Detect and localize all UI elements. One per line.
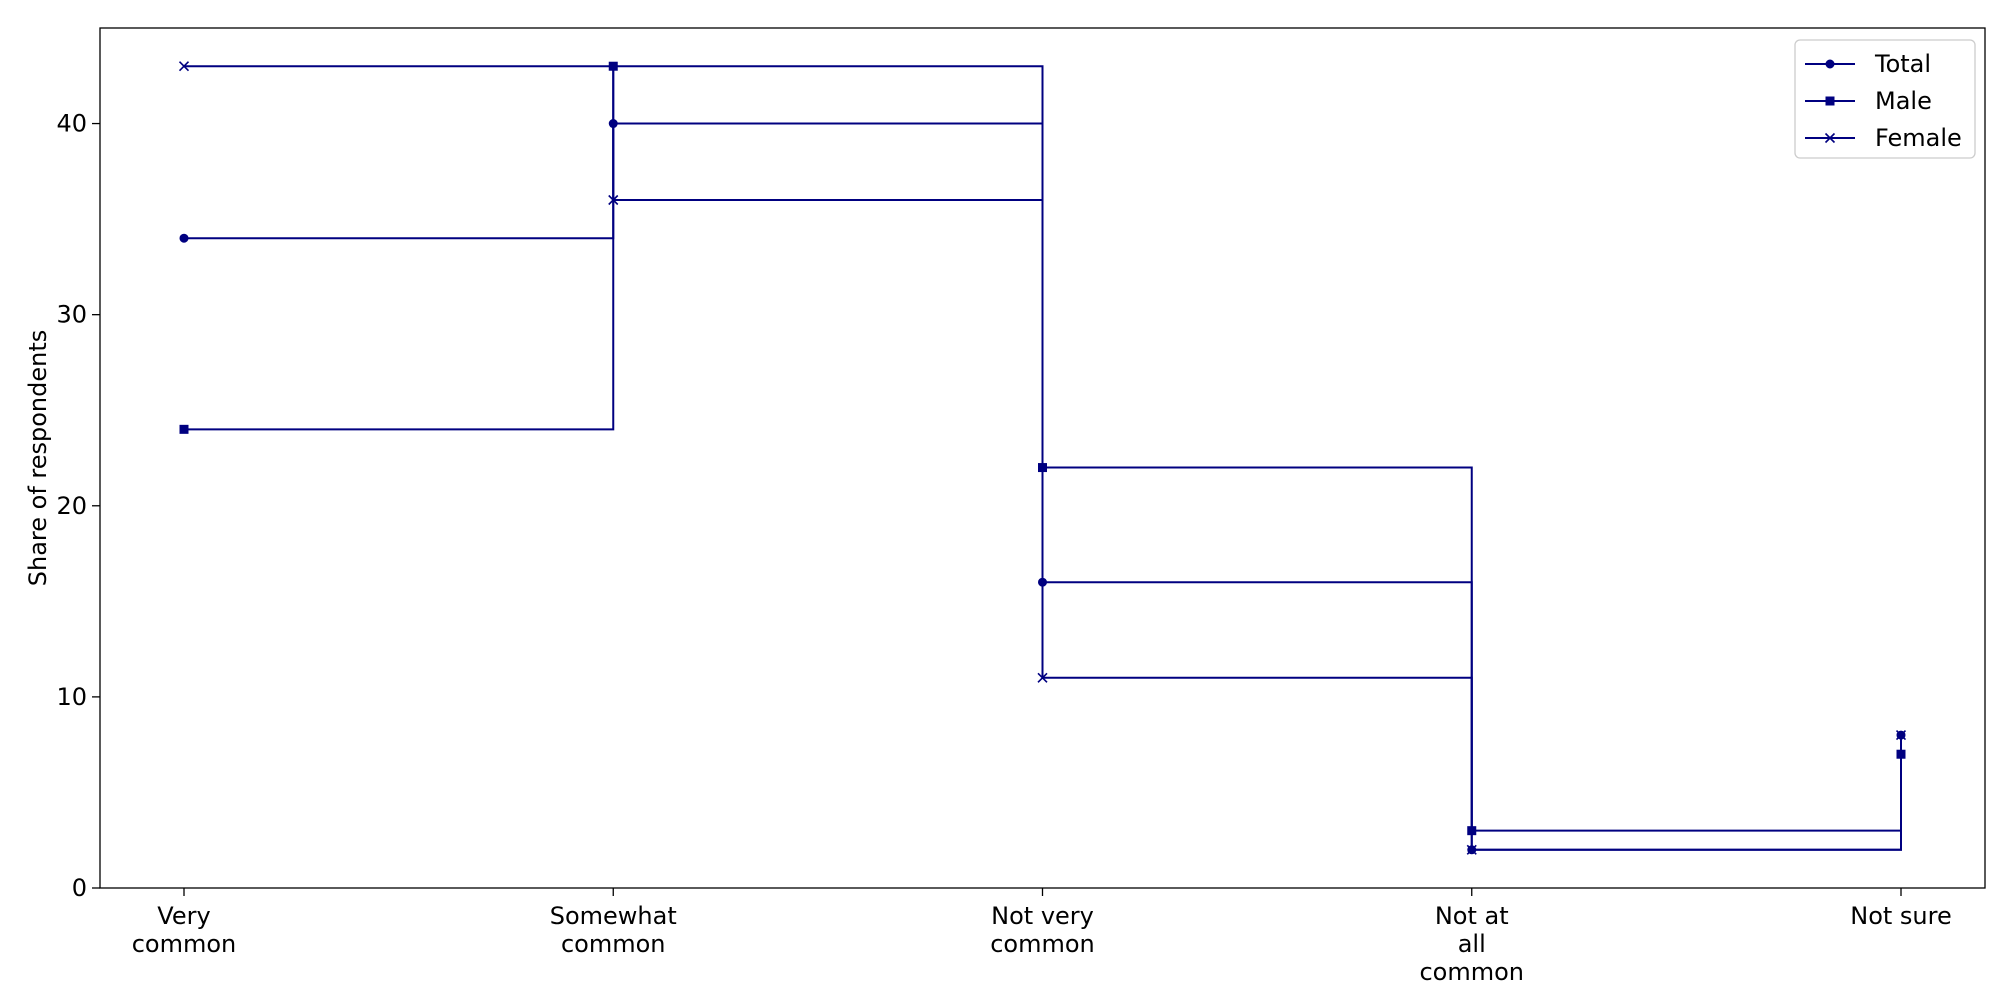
y-tick-label-20: 20 bbox=[56, 492, 87, 520]
y-tick-label-40: 40 bbox=[56, 110, 87, 138]
legend-marker-total bbox=[1825, 59, 1835, 69]
legend-label-male: Male bbox=[1875, 87, 1932, 115]
x-tick-label-1: Somewhat common bbox=[550, 902, 677, 958]
data-point-female-4 bbox=[1895, 730, 1907, 741]
x-tick-label-0: Very common bbox=[132, 902, 237, 958]
x-tick-label-line: common bbox=[132, 930, 237, 958]
legend-box bbox=[1794, 39, 1976, 159]
x-tick-label-line: Very bbox=[157, 902, 210, 930]
y-tick-label-30: 30 bbox=[56, 301, 87, 329]
y-tick-label-0: 0 bbox=[72, 874, 87, 902]
x-tick-label-line: all bbox=[1458, 930, 1486, 958]
legend-marker-male bbox=[1825, 96, 1835, 106]
x-tick-label-line: common bbox=[1419, 958, 1524, 986]
legend: Total Male Female bbox=[1794, 39, 1976, 159]
data-point-female-1 bbox=[608, 194, 619, 206]
y-tick-label-10: 10 bbox=[56, 683, 87, 711]
x-tick-label-3: Not at all common bbox=[1419, 902, 1524, 986]
legend-marker-female bbox=[1824, 132, 1836, 144]
x-tick-label-line: Not at bbox=[1435, 902, 1509, 930]
x-tick-label-line: common bbox=[990, 930, 1095, 958]
x-tick-label-line: Not very bbox=[991, 902, 1094, 930]
x-tick-label-4: Not sure bbox=[1850, 902, 1952, 930]
legend-label-female: Female bbox=[1875, 124, 1962, 152]
data-point-female-0 bbox=[178, 61, 190, 72]
y-axis-title: Share of respondents bbox=[24, 330, 52, 587]
data-point-female-3 bbox=[1466, 844, 1477, 855]
x-tick-label-line: Not sure bbox=[1850, 902, 1952, 930]
legend-label-total: Total bbox=[1874, 50, 1931, 78]
data-point-male-0 bbox=[179, 424, 189, 434]
data-point-total-0 bbox=[179, 233, 189, 243]
plot-area bbox=[178, 61, 1907, 855]
x-tick-label-line: Somewhat bbox=[550, 902, 677, 930]
x-tick-label-2: Not very common bbox=[990, 902, 1095, 958]
x-tick-label-line: common bbox=[561, 930, 666, 958]
data-point-female-2 bbox=[1037, 672, 1048, 683]
